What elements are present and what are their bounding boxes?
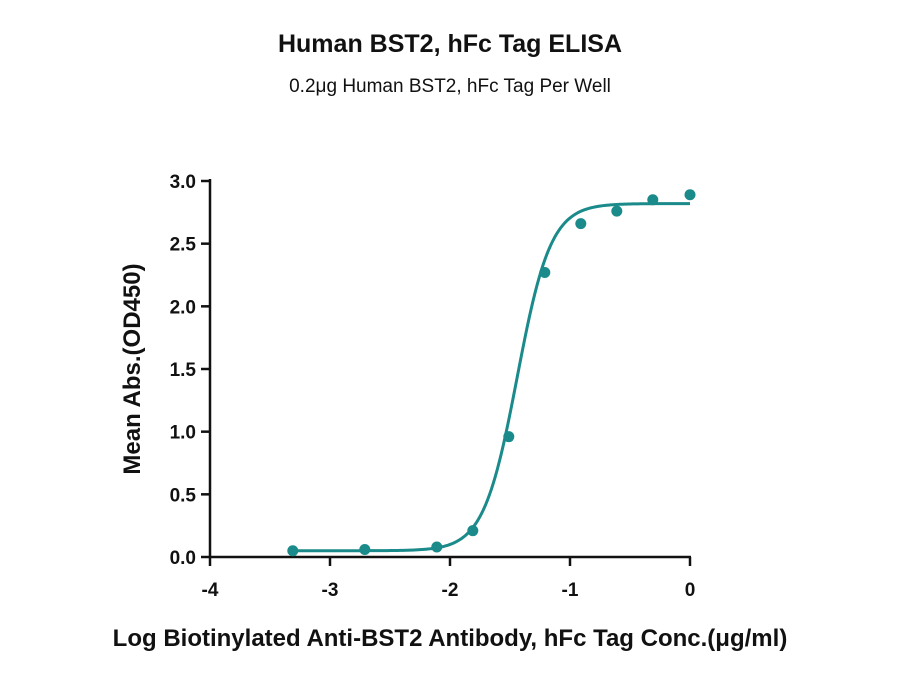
- data-point: [575, 218, 587, 230]
- fit-curve: [292, 202, 690, 553]
- data-point: [539, 266, 551, 278]
- fit-curve-group: [292, 202, 690, 553]
- x-tick-label: -4: [202, 580, 219, 601]
- x-tick-label: -1: [562, 580, 579, 601]
- data-point: [684, 189, 696, 201]
- x-tick-label: -3: [322, 580, 339, 601]
- data-point: [503, 431, 515, 443]
- x-tick-label: -2: [442, 580, 459, 601]
- axes: [201, 179, 692, 566]
- data-point: [359, 543, 371, 555]
- y-tick-label: 1.0: [170, 423, 196, 444]
- data-point: [611, 205, 623, 217]
- chart-title: Human BST2, hFc Tag ELISA: [277, 30, 623, 58]
- data-point: [467, 525, 479, 537]
- data-point: [647, 194, 659, 206]
- y-tick-label: 3.0: [170, 172, 196, 193]
- data-point: [431, 541, 443, 553]
- data-points: [287, 189, 696, 557]
- y-tick-label: 1.5: [170, 360, 197, 381]
- y-tick-label: 2.5: [170, 235, 197, 256]
- axis-labels: 0.0 0.5 1.0 1.5 2.0 2.5 3.0 -4 -3 -2 -1 0 Log Biotin…: [113, 172, 788, 652]
- data-point: [287, 545, 299, 557]
- x-tick-label: 0: [685, 580, 696, 601]
- x-axis-title: Log Biotinylated Anti-BST2 Antibody, hFc…: [113, 625, 788, 652]
- y-tick-label: 2.0: [170, 297, 196, 318]
- chart-subtitle: 0.2μg Human BST2, hFc Tag Per Well: [289, 76, 611, 97]
- y-tick-label: 0.5: [170, 485, 197, 506]
- y-tick-label: 0.0: [170, 548, 196, 569]
- y-axis-title: Mean Abs.(OD450): [119, 263, 146, 474]
